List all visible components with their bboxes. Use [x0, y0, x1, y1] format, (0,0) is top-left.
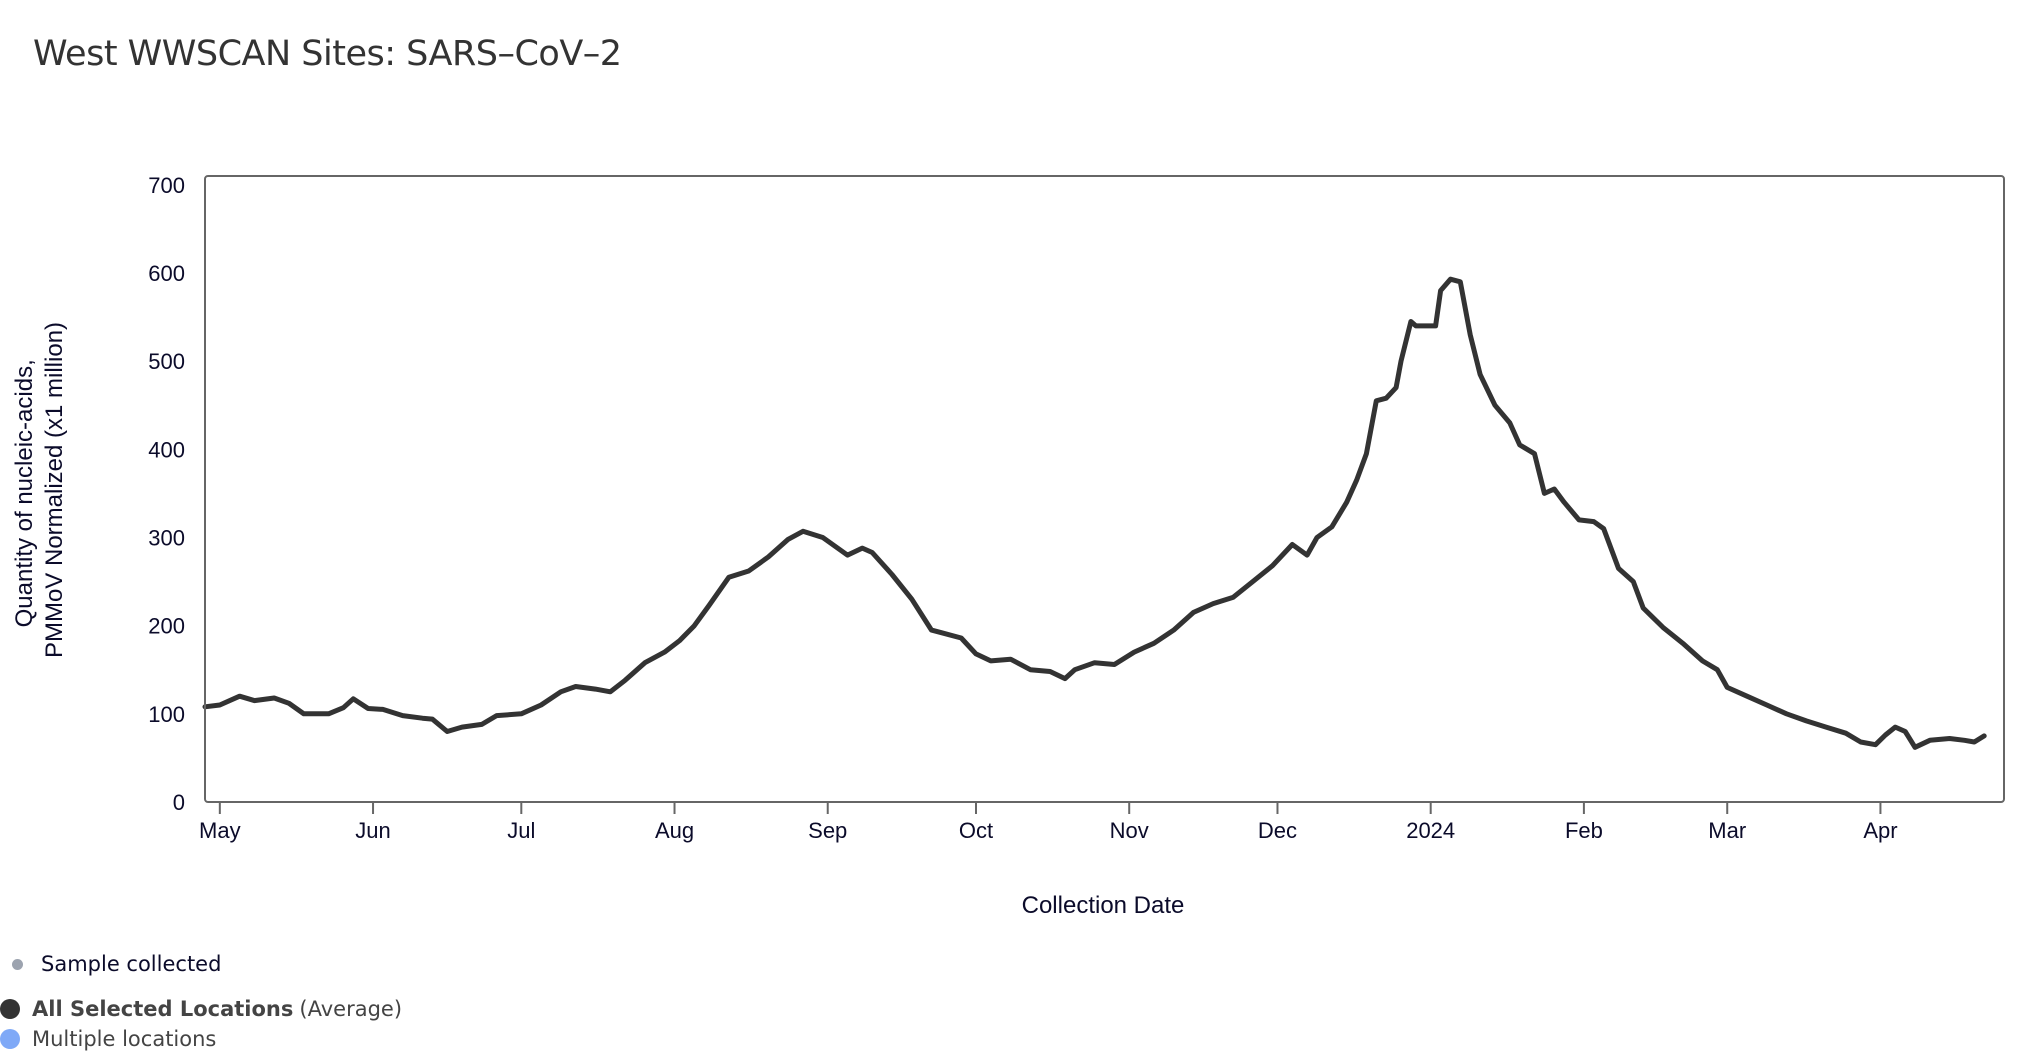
multiple-dot-icon [0, 1029, 20, 1049]
legend-label-bold: All Selected Locations [32, 997, 294, 1021]
y-tick-label: 600 [148, 261, 185, 286]
y-axis-title: Quantity of nucleic-acids, PMMoV Normali… [11, 322, 68, 658]
x-tick-label: Mar [1708, 818, 1746, 843]
y-axis: 0 100 200 300 400 500 600 700 [148, 173, 185, 815]
y-tick-label: 400 [148, 437, 185, 462]
x-tick-label: Oct [959, 818, 993, 843]
series-line-average [202, 276, 1987, 750]
y-axis-title-line2: PMMoV Normalized (x1 million) [41, 322, 68, 658]
x-tick-label: Dec [1258, 818, 1297, 843]
sample-dot-icon [12, 958, 23, 970]
x-tick-label: May [199, 818, 241, 843]
legend-item-average[interactable]: All Selected Locations (Average) [0, 997, 402, 1021]
x-tick-label: Jun [355, 818, 390, 843]
x-tick-label: Nov [1110, 818, 1149, 843]
y-tick-label: 100 [148, 702, 185, 727]
chart-title: West WWSCAN Sites: SARS–CoV–2 [33, 34, 622, 74]
x-tick-label: Aug [655, 818, 694, 843]
legend-label: Multiple locations [32, 1027, 217, 1051]
legend-item-sample[interactable]: Sample collected [12, 952, 221, 976]
x-tick-label: Sep [808, 818, 847, 843]
x-tick-label: Jul [507, 818, 535, 843]
y-tick-label: 700 [148, 173, 185, 198]
plot-frame [204, 175, 2005, 803]
average-dot-icon [0, 999, 20, 1019]
x-tick-label: Apr [1863, 818, 1897, 843]
legend-item-multiple[interactable]: Multiple locations [0, 1027, 216, 1051]
y-tick-label: 200 [148, 614, 185, 639]
x-tick-label: 2024 [1406, 818, 1455, 843]
y-axis-title-line1: Quantity of nucleic-acids, [11, 359, 38, 627]
x-axis-title: Collection Date [1022, 892, 1185, 919]
x-axis: May Jun Jul Aug Sep Oct Nov Dec 2024 Feb Mar Apr [199, 802, 1898, 843]
x-tick-label: Feb [1565, 818, 1603, 843]
y-tick-label: 300 [148, 525, 185, 550]
legend-label-suffix: (Average) [299, 997, 403, 1021]
y-tick-label: 500 [148, 349, 185, 374]
y-tick-label: 0 [173, 790, 185, 815]
legend-label: Sample collected [41, 952, 222, 976]
